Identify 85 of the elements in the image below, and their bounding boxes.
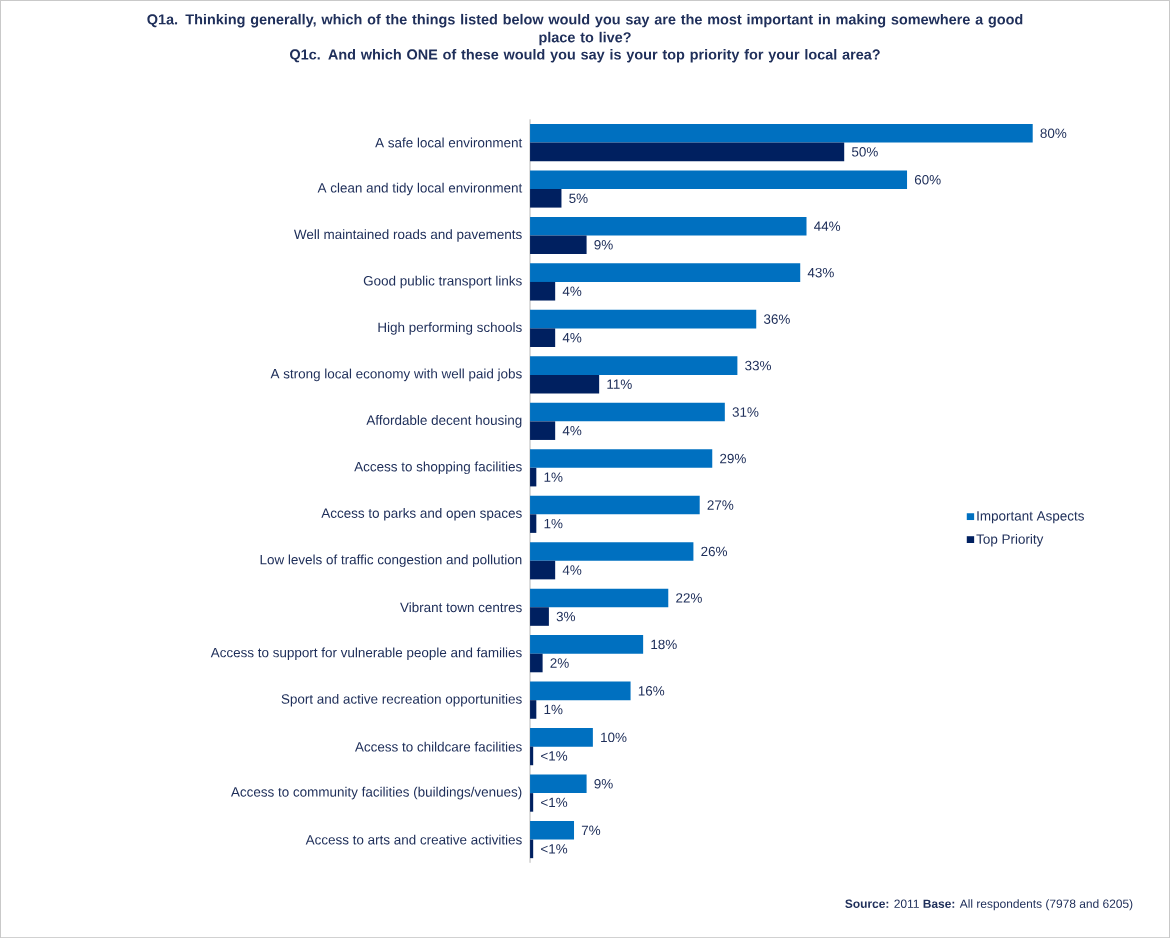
data-label: 4% [562, 332, 582, 343]
bar [530, 216, 807, 236]
bar [530, 727, 593, 747]
bar [530, 514, 537, 533]
chart-subtitle: Q1c. And which ONE of these would you say is your top priority for your local area? [290, 48, 880, 63]
text: Source: 2011 Base: All respondents (7978 and 6205) [845, 899, 1133, 911]
bar [530, 374, 600, 394]
bar [530, 635, 644, 654]
bar [530, 467, 537, 487]
data-label: 4% [562, 286, 582, 296]
data-label: 43% [807, 267, 834, 278]
data-label: 80% [1040, 128, 1067, 138]
y-tick-label: Access to shopping facilities [354, 461, 522, 475]
data-label: 26% [701, 546, 728, 557]
data-label: 1% [544, 704, 563, 715]
data-label: 50% [851, 147, 878, 157]
y-tick-label: Access to support for vulnerable people and families [210, 647, 522, 660]
y-tick-label: A safe local environment [375, 137, 523, 148]
data-label: 3% [556, 611, 576, 622]
bar [530, 793, 534, 812]
y-tick-label: High performing schools [378, 322, 522, 335]
legend-label: Top Priority [976, 533, 1044, 547]
y-tick-label: A clean and tidy local environment [317, 182, 523, 196]
data-label: 7% [581, 825, 601, 835]
bar [530, 700, 537, 719]
bar [530, 170, 908, 189]
y-tick-label: Access to parks and open spaces [321, 507, 522, 521]
data-label: 4% [562, 565, 582, 575]
data-label: <1% [541, 751, 568, 761]
bar [530, 820, 575, 840]
data-label: 1% [544, 518, 563, 529]
data-label: 10% [601, 732, 627, 743]
data-label: 5% [569, 193, 588, 203]
data-label: <1% [541, 844, 568, 854]
data-label: 4% [562, 425, 582, 436]
bar [530, 309, 757, 329]
data-label: 44% [814, 221, 841, 231]
y-tick-label: Access to arts and creative activities [305, 834, 522, 845]
data-label: 16% [638, 686, 665, 696]
y-tick-label: Good public transport links [363, 275, 522, 289]
bar [530, 402, 725, 422]
bar [530, 123, 1033, 143]
data-label: 1% [544, 472, 563, 482]
bar [530, 560, 556, 580]
data-label: 22% [676, 593, 702, 603]
bar [530, 607, 549, 626]
data-label: 33% [745, 360, 772, 371]
y-tick-label: Sport and active recreation opportunities [281, 693, 522, 707]
bar [530, 495, 700, 515]
bar [530, 142, 845, 162]
y-tick-label: Access to childcare facilities [354, 741, 522, 752]
data-label: 9% [594, 778, 613, 789]
bar [530, 774, 587, 794]
data-label: 60% [914, 174, 941, 185]
data-label: 36% [763, 314, 790, 324]
data-label: 11% [607, 379, 632, 389]
bar [530, 839, 534, 859]
bar [530, 235, 587, 254]
y-tick-label: A strong local economy with well paid jobs [270, 368, 522, 382]
bar [530, 653, 543, 673]
bar [530, 356, 738, 375]
legend-label: Important Aspects [977, 511, 1084, 524]
bar [530, 542, 694, 561]
data-label: <1% [541, 797, 568, 808]
bar [530, 328, 556, 347]
y-tick-label: Low levels of traffic congestion and pollution [260, 554, 522, 567]
bar [530, 281, 556, 301]
bar [530, 588, 669, 608]
bar [530, 449, 713, 468]
y-tick-label: Affordable decent housing [366, 415, 522, 428]
data-label: 2% [550, 658, 569, 668]
y-tick-label: Access to community facilities (buildings/venues) [230, 786, 522, 800]
data-label: 18% [651, 639, 677, 650]
bar [530, 263, 801, 282]
y-tick-label: Vibrant town centres [400, 602, 522, 613]
data-label: 31% [732, 407, 759, 417]
bar [530, 188, 562, 208]
data-label: 29% [720, 453, 746, 464]
data-label: 27% [707, 500, 734, 510]
data-label: 9% [594, 239, 613, 250]
bar [530, 746, 534, 766]
bar [530, 421, 556, 440]
y-tick-label: Well maintained roads and pavements [293, 229, 522, 242]
chart-title: Q1a. Thinking generally, which of the things listed below would you say are the most important in making somewhere a good place to live? [147, 13, 1023, 46]
bar [530, 681, 631, 701]
